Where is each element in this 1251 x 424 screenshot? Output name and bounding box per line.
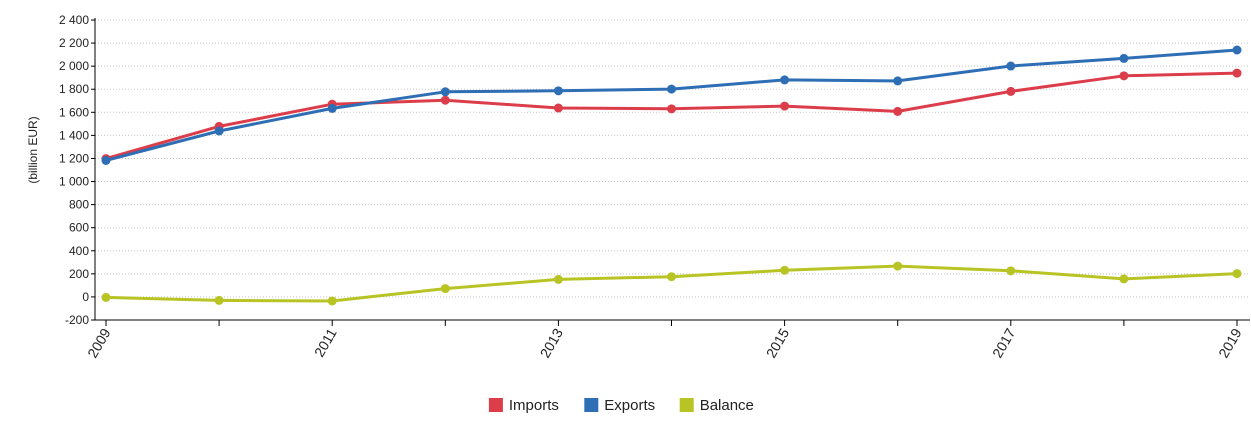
imports-point — [1232, 68, 1242, 78]
y-tick-label: 0 — [82, 290, 89, 304]
exports-point — [780, 75, 790, 85]
imports-point — [440, 95, 450, 105]
series-imports — [101, 68, 1242, 164]
series-balance — [101, 261, 1242, 306]
series-layer — [101, 45, 1242, 306]
y-tick-label: 1 600 — [59, 105, 89, 119]
x-tick-label: 2015 — [763, 325, 793, 360]
balance-point — [1232, 269, 1242, 279]
legend-item-imports: Imports — [488, 397, 559, 414]
series-exports — [101, 45, 1242, 165]
exports-point — [1006, 61, 1016, 71]
y-tick-label: 1 400 — [59, 128, 89, 142]
y-tick-label: 2 400 — [59, 13, 89, 27]
imports-point — [1006, 86, 1016, 96]
y-tick-label: 2 200 — [59, 36, 89, 50]
legend-swatch — [488, 398, 503, 412]
x-tick-label: 2019 — [1215, 325, 1245, 360]
balance-point — [780, 265, 790, 275]
balance-point — [553, 274, 563, 284]
y-tick-label: 800 — [69, 198, 89, 212]
balance-point — [440, 284, 450, 294]
balance-point — [667, 272, 676, 282]
y-tick-label: 1 200 — [59, 151, 89, 165]
y-tick-label: -200 — [65, 313, 89, 327]
legend-label: Imports — [509, 397, 559, 414]
balance-point — [101, 292, 111, 302]
imports-point — [553, 103, 563, 113]
balance-point — [893, 261, 903, 271]
legend-swatch — [584, 398, 599, 412]
y-tick-label: 1 800 — [59, 82, 89, 96]
exports-point — [1232, 45, 1242, 55]
balance-point — [214, 295, 224, 305]
y-tick-label: 2 000 — [59, 59, 89, 73]
legend-item-exports: Exports — [584, 397, 655, 414]
imports-point — [1119, 71, 1129, 81]
balance-point — [1119, 274, 1129, 284]
x-tick-label: 2011 — [311, 325, 340, 359]
imports-point — [780, 101, 790, 111]
y-tick-label: 1 000 — [59, 175, 89, 189]
legend-label: Exports — [604, 397, 655, 414]
y-tick-label: 400 — [69, 244, 89, 258]
axis-layer: 2 400 2 200 2 000 1 800 1 600 1 400 1 200 1 000… — [59, 13, 1250, 360]
balance-line — [104, 264, 1239, 303]
balance-point — [1006, 266, 1016, 276]
exports-point — [553, 86, 563, 96]
exports-point — [327, 103, 337, 113]
exports-point — [667, 84, 676, 94]
exports-point — [214, 126, 224, 136]
legend-item-balance: Balance — [679, 397, 754, 414]
legend-swatch — [679, 398, 694, 412]
exports-point — [101, 155, 111, 165]
legend: Imports Exports Balance — [488, 397, 754, 414]
balance-point — [327, 296, 337, 306]
x-tick-label: 2017 — [989, 325, 1019, 360]
imports-point — [893, 106, 903, 116]
y-tick-label: 600 — [69, 221, 89, 235]
y-tick-label: 200 — [69, 267, 89, 281]
exports-point — [440, 87, 450, 97]
x-tick-label: 2013 — [537, 325, 567, 360]
exports-point — [893, 76, 903, 86]
imports-point — [667, 104, 676, 114]
legend-label: Balance — [700, 397, 754, 414]
y-axis-label: (billion EUR) — [26, 116, 40, 183]
x-tick-label: 2009 — [84, 325, 114, 360]
exports-point — [1119, 53, 1129, 63]
